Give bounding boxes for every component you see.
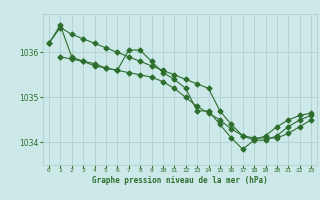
X-axis label: Graphe pression niveau de la mer (hPa): Graphe pression niveau de la mer (hPa) (92, 176, 268, 185)
